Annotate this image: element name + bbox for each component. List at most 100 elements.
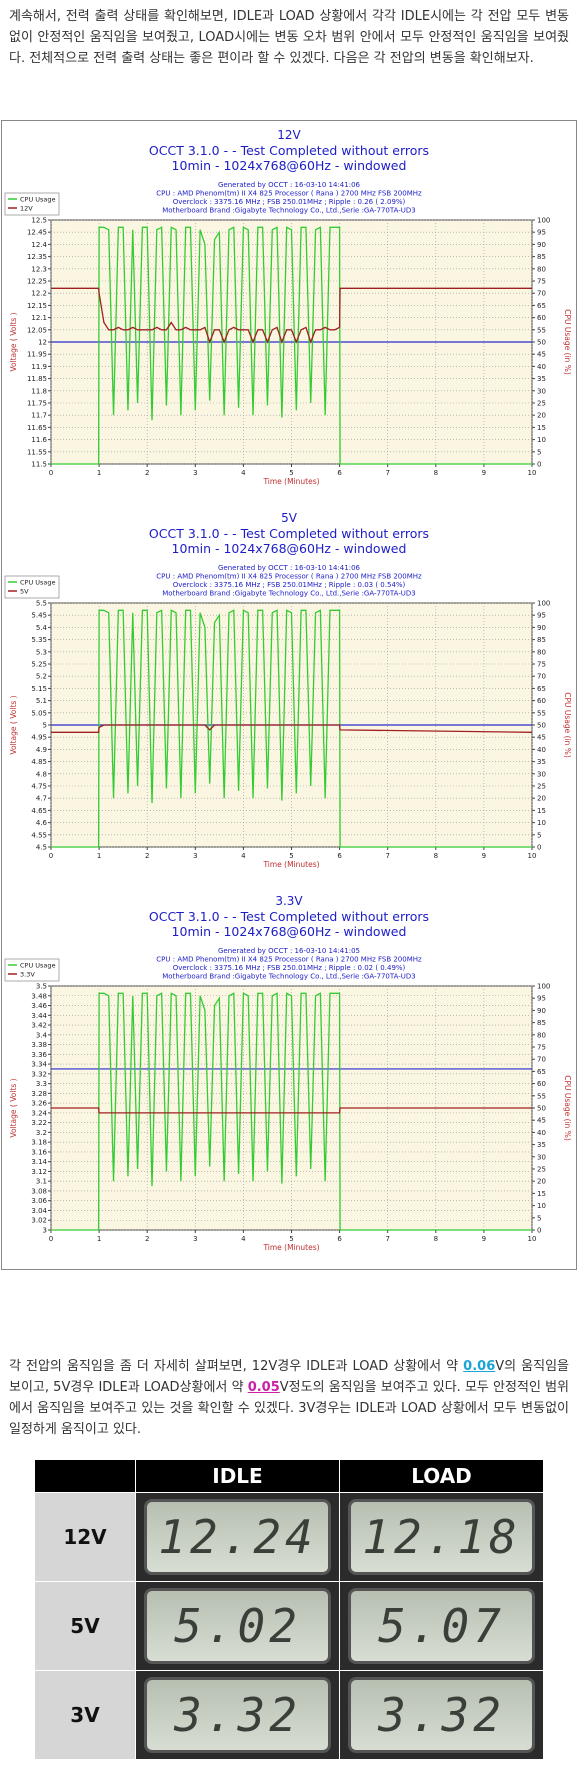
x-tick-label: 10 bbox=[528, 469, 537, 477]
y-tick-label: 11.95 bbox=[27, 351, 47, 359]
y-tick-label: 12.5 bbox=[31, 217, 47, 225]
x-tick-label: 5 bbox=[289, 852, 293, 860]
y2-tick-label: 30 bbox=[537, 770, 546, 778]
x-tick-label: 10 bbox=[528, 1235, 537, 1243]
x-axis-label: Time (Minutes) bbox=[262, 1243, 319, 1252]
series-line bbox=[51, 992, 532, 1231]
legend-box bbox=[4, 575, 60, 599]
y-tick-label: 12 bbox=[38, 339, 47, 347]
y2-tick-label: 45 bbox=[537, 734, 546, 742]
y2-tick-label: 90 bbox=[537, 241, 546, 249]
x-tick-label: 3 bbox=[193, 1235, 197, 1243]
lcd-reading: 3.32 bbox=[144, 1677, 331, 1753]
y-tick-label: 3.22 bbox=[31, 1119, 47, 1127]
chart-subtitle: 10min - 1024x768@60Hz - windowed bbox=[172, 158, 407, 173]
x-tick-label: 6 bbox=[337, 1235, 342, 1243]
y2-tick-label: 25 bbox=[537, 1166, 546, 1174]
lcd-reading: 12.18 bbox=[348, 1499, 535, 1575]
y-tick-label: 12.25 bbox=[27, 278, 47, 286]
y-tick-label: 11.8 bbox=[31, 387, 47, 395]
y2-tick-label: 100 bbox=[537, 217, 550, 225]
x-tick-label: 4 bbox=[241, 469, 246, 477]
y2-tick-label: 5 bbox=[537, 448, 541, 456]
y2-tick-label: 85 bbox=[537, 253, 546, 261]
legend-label: 5V bbox=[20, 588, 29, 596]
y-tick-label: 5.4 bbox=[36, 624, 48, 632]
y-tick-label: 3.12 bbox=[31, 1168, 47, 1176]
series-line bbox=[51, 724, 533, 733]
y-tick-label: 3.5 bbox=[36, 983, 47, 991]
x-tick-label: 10 bbox=[528, 852, 537, 860]
x-tick-label: 1 bbox=[97, 469, 101, 477]
x-tick-label: 2 bbox=[145, 1235, 149, 1243]
y2-tick-label: 10 bbox=[537, 819, 546, 827]
y2-tick-label: 50 bbox=[537, 1105, 546, 1113]
chart-title: 12V bbox=[277, 128, 301, 142]
lcd-cell: 12.18 bbox=[339, 1492, 544, 1582]
y2-tick-label: 75 bbox=[537, 661, 546, 669]
row: 3V 3.32 3.32 bbox=[34, 1670, 544, 1760]
x-tick-label: 1 bbox=[97, 852, 101, 860]
legend-label: 3.3V bbox=[20, 971, 35, 979]
y-tick-label: 3.2 bbox=[36, 1129, 47, 1137]
y-tick-label: 3.36 bbox=[31, 1051, 47, 1059]
y2-tick-label: 30 bbox=[537, 1153, 546, 1161]
y2-tick-label: 45 bbox=[537, 351, 546, 359]
x-tick-label: 5 bbox=[289, 1235, 293, 1243]
series-line bbox=[51, 609, 532, 848]
x-tick-label: 5 bbox=[289, 469, 293, 477]
x-tick-label: 9 bbox=[482, 469, 486, 477]
x-tick-label: 3 bbox=[193, 469, 197, 477]
x-tick-label: 1 bbox=[97, 1235, 101, 1243]
y2-tick-label: 20 bbox=[537, 795, 546, 803]
y-tick-label: 3 bbox=[43, 1227, 47, 1235]
x-tick-label: 8 bbox=[434, 852, 438, 860]
x-tick-label: 4 bbox=[241, 852, 246, 860]
y2-tick-label: 75 bbox=[537, 278, 546, 286]
y-tick-label: 3.48 bbox=[31, 992, 47, 1000]
y-tick-label: 5.45 bbox=[31, 612, 47, 620]
y-axis-label: Voltage ( Volts ) bbox=[9, 1078, 18, 1137]
y-tick-label: 12.4 bbox=[31, 241, 47, 249]
y2-tick-label: 90 bbox=[537, 1007, 546, 1015]
chart-info: CPU : AMD Phenom(tm) II X4 825 Processor… bbox=[156, 956, 422, 964]
y-tick-label: 5.5 bbox=[36, 600, 47, 608]
legend-label: 12V bbox=[20, 205, 33, 213]
y-tick-label: 11.75 bbox=[27, 400, 47, 408]
x-tick-label: 7 bbox=[385, 469, 389, 477]
lcd-cell: 5.07 bbox=[339, 1581, 544, 1671]
x-axis-label: Time (Minutes) bbox=[262, 860, 319, 869]
y-tick-label: 11.7 bbox=[31, 412, 47, 420]
detail-paragraph: 각 전압의 움직임을 좀 더 자세히 살펴보면, 12V경우 IDLE과 LOA… bbox=[9, 1356, 569, 1440]
y-tick-label: 4.95 bbox=[31, 734, 47, 742]
y-tick-label: 12.3 bbox=[31, 265, 47, 273]
y2-tick-label: 10 bbox=[537, 1202, 546, 1210]
chart-info: Generated by OCCT : 16-03-10 14:41:05 bbox=[218, 947, 360, 955]
y-tick-label: 3.4 bbox=[36, 1031, 48, 1039]
chart-panel: 12V OCCT 3.1.0 - - Test Completed without… bbox=[1, 120, 577, 1270]
y-tick-label: 11.5 bbox=[31, 461, 47, 469]
y-tick-label: 3.06 bbox=[31, 1197, 47, 1205]
y2-tick-label: 45 bbox=[537, 1117, 546, 1125]
y2-tick-label: 65 bbox=[537, 685, 546, 693]
y-tick-label: 4.85 bbox=[31, 758, 47, 766]
y2-tick-label: 90 bbox=[537, 624, 546, 632]
y2-tick-label: 15 bbox=[537, 807, 546, 815]
y-tick-label: 12.1 bbox=[31, 314, 47, 322]
x-tick-label: 9 bbox=[482, 1235, 486, 1243]
y-tick-label: 4.55 bbox=[31, 831, 47, 839]
y-tick-label: 5.35 bbox=[31, 636, 47, 644]
x-tick-label: 2 bbox=[145, 852, 149, 860]
y-tick-label: 4.75 bbox=[31, 783, 47, 791]
y-tick-label: 11.85 bbox=[27, 375, 47, 383]
chart-info: Motherboard Brand :Gigabyte Technology C… bbox=[162, 973, 416, 981]
y-tick-label: 5.25 bbox=[31, 661, 47, 669]
y2-tick-label: 85 bbox=[537, 1019, 546, 1027]
y-tick-label: 3.28 bbox=[31, 1090, 47, 1098]
y-tick-label: 11.9 bbox=[31, 363, 47, 371]
y-tick-label: 4.65 bbox=[31, 807, 47, 815]
y-tick-label: 5.2 bbox=[36, 673, 47, 681]
y2-tick-label: 75 bbox=[537, 1044, 546, 1052]
